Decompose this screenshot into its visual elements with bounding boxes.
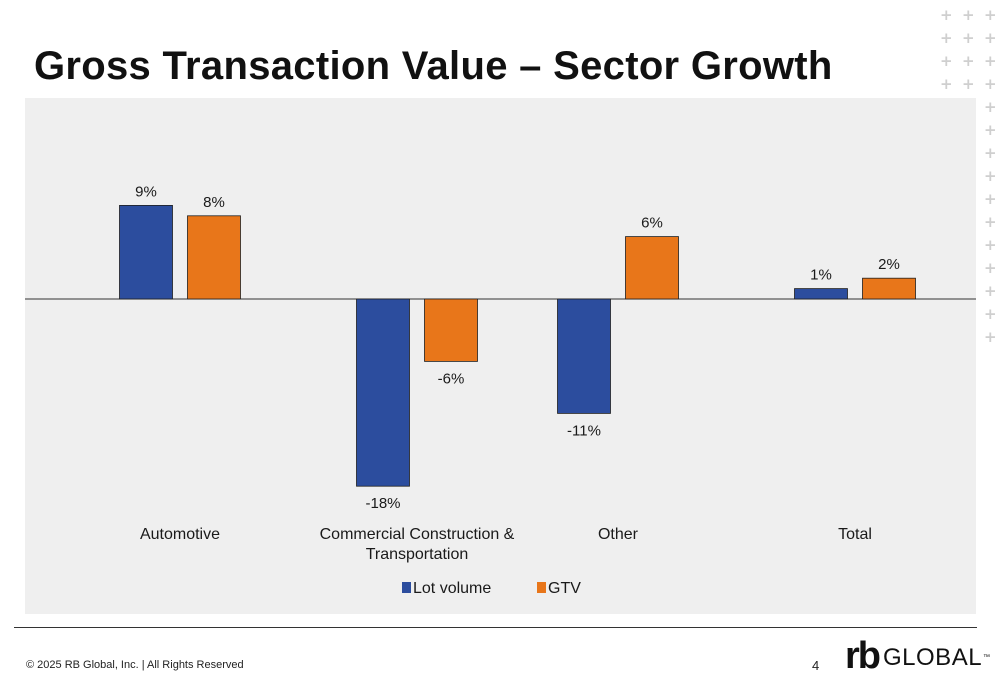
plus-decoration: + xyxy=(984,259,997,277)
category-label: Other xyxy=(598,526,639,543)
legend-swatch-0 xyxy=(402,582,411,593)
plus-decoration: + xyxy=(984,190,997,208)
bar-gtv-3 xyxy=(862,277,916,300)
page-number: 4 xyxy=(812,658,820,673)
category-label: Transportation xyxy=(366,546,469,563)
logo-wordmark: GLOBAL™ xyxy=(883,645,991,671)
plus-decoration: + xyxy=(984,282,997,300)
plus-decoration: + xyxy=(962,6,975,24)
plus-decoration: + xyxy=(984,6,997,24)
legend-label-0: Lot volume xyxy=(413,580,491,597)
data-label: 8% xyxy=(203,194,225,211)
plus-decoration: + xyxy=(962,52,975,70)
plus-decoration: + xyxy=(984,52,997,70)
data-label: 6% xyxy=(641,215,663,232)
plus-decoration: + xyxy=(962,75,975,93)
footer-divider xyxy=(14,627,977,628)
bar-lot-volume-1 xyxy=(356,298,410,487)
plus-decoration: + xyxy=(940,29,953,47)
plus-decoration: + xyxy=(962,29,975,47)
bar-gtv-2 xyxy=(625,236,679,300)
legend-label-1: GTV xyxy=(548,580,581,597)
category-label: Automotive xyxy=(140,526,220,543)
bar-lot-volume-0 xyxy=(119,205,173,300)
plus-decoration: + xyxy=(984,98,997,116)
bar-gtv-0 xyxy=(187,215,241,300)
plus-decoration: + xyxy=(984,305,997,323)
page-title: Gross Transaction Value – Sector Growth xyxy=(34,44,833,88)
data-label: 1% xyxy=(810,267,832,284)
logo-word-text: GLOBAL xyxy=(883,644,983,671)
legend-swatch-1 xyxy=(537,582,546,593)
data-label: 9% xyxy=(135,183,157,200)
plus-decoration: + xyxy=(984,328,997,346)
bar-gtv-1 xyxy=(424,298,478,362)
data-label: -6% xyxy=(438,370,465,387)
plus-decoration: + xyxy=(984,29,997,47)
logo-trademark: ™ xyxy=(983,654,991,661)
bar-lot-volume-2 xyxy=(557,298,611,414)
plus-decoration: + xyxy=(940,52,953,70)
category-label: Total xyxy=(838,526,872,543)
company-logo: rb GLOBAL™ xyxy=(845,634,991,677)
plus-decoration: + xyxy=(940,75,953,93)
plus-decoration: + xyxy=(984,121,997,139)
data-label: -11% xyxy=(567,422,601,439)
decorative-plus-pattern: + + + + + + + + + + + + + + + + + + + + + + + xyxy=(940,8,1000,368)
data-label: -18% xyxy=(365,495,400,512)
copyright-text: © 2025 RB Global, Inc. | All Rights Rese… xyxy=(26,659,244,671)
plus-decoration: + xyxy=(984,75,997,93)
bar-lot-volume-3 xyxy=(794,288,848,300)
chart-panel: 9% -18% -11% 1% 8% -6% 6% 2% Automotive Commercia… xyxy=(25,98,976,614)
logo-mark: rb xyxy=(845,635,881,677)
plus-decoration: + xyxy=(984,213,997,231)
data-label: 2% xyxy=(878,256,900,273)
plus-decoration: + xyxy=(984,144,997,162)
plus-decoration: + xyxy=(984,236,997,254)
plus-decoration: + xyxy=(940,6,953,24)
category-label: Commercial Construction & xyxy=(320,526,515,543)
bar-chart: 9% -18% -11% 1% 8% -6% 6% 2% Automotive Commercia… xyxy=(25,183,976,597)
plus-decoration: + xyxy=(984,167,997,185)
